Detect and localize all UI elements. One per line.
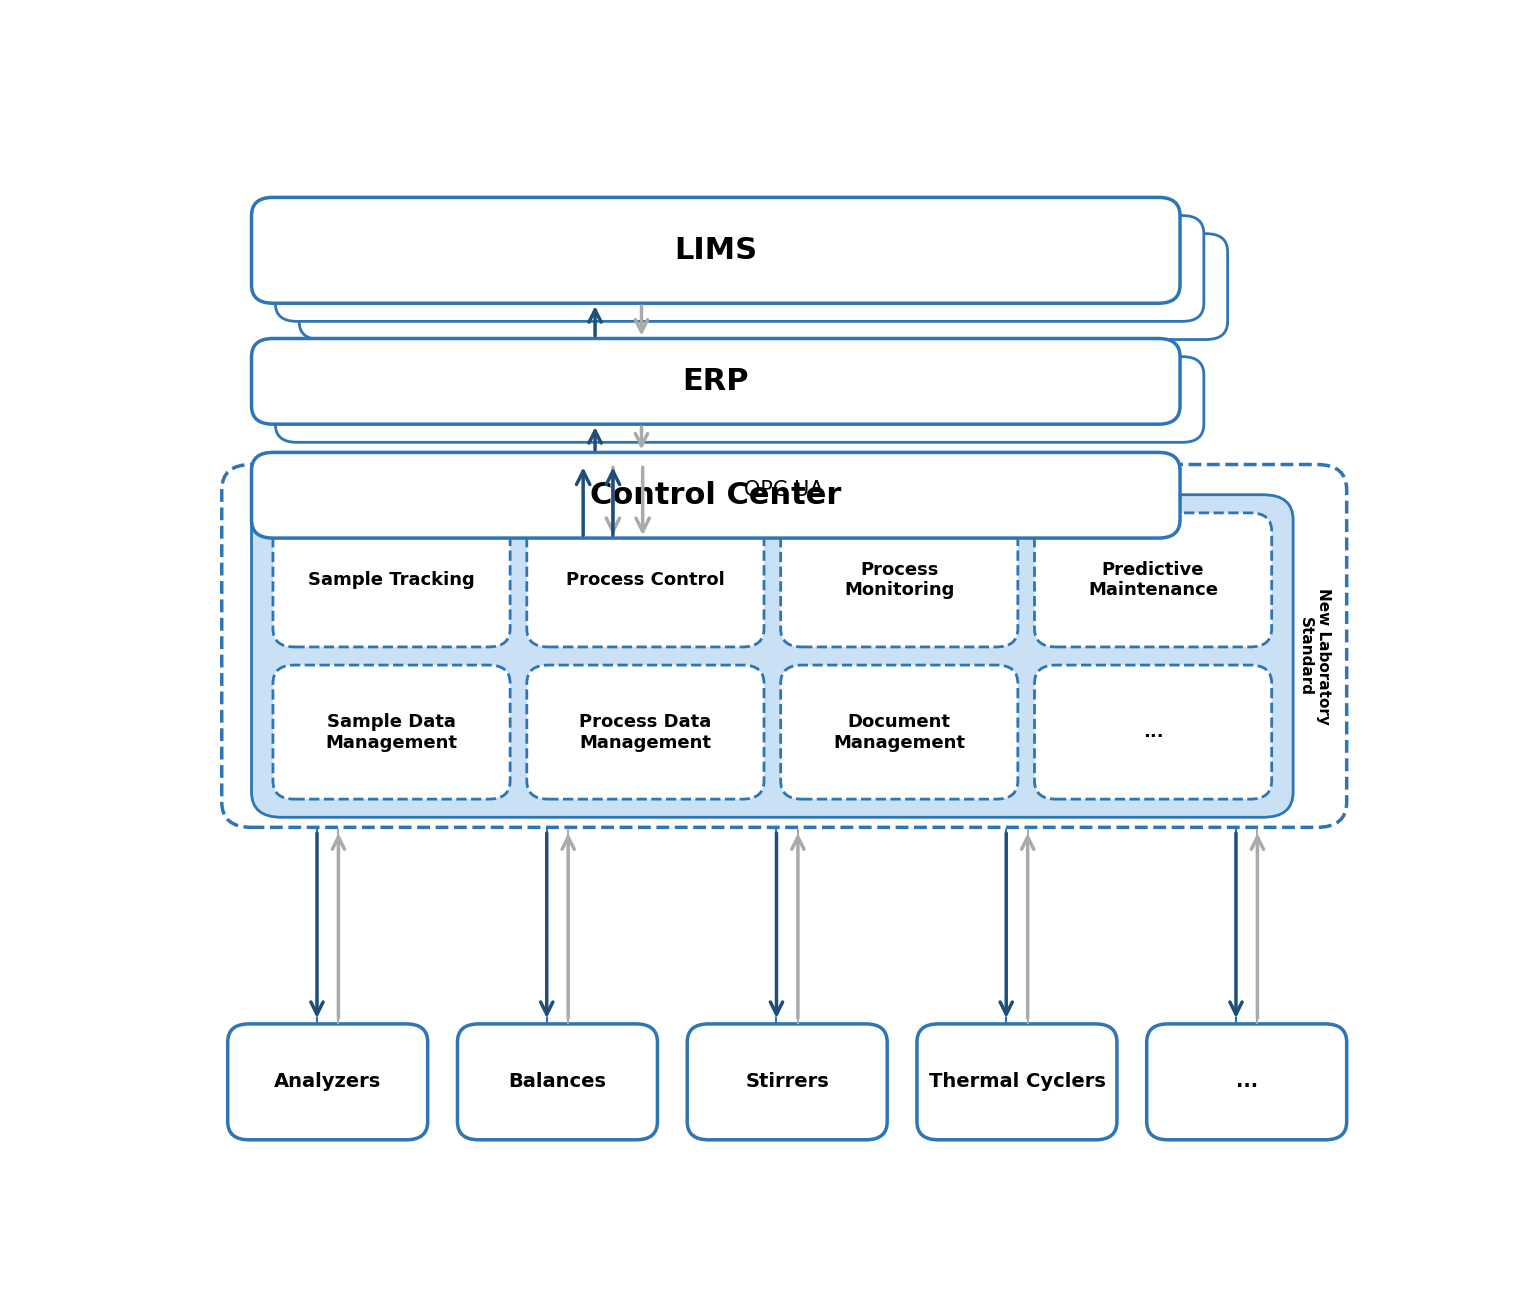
Text: New Laboratory
Standard: New Laboratory Standard (1298, 588, 1330, 724)
Text: Analyzers: Analyzers (273, 1072, 381, 1092)
FancyBboxPatch shape (275, 216, 1204, 322)
Text: Stirrers: Stirrers (745, 1072, 829, 1092)
Text: Sample Tracking: Sample Tracking (309, 571, 475, 589)
Text: ERP: ERP (682, 367, 750, 395)
FancyBboxPatch shape (273, 513, 510, 647)
FancyBboxPatch shape (1035, 665, 1272, 798)
FancyBboxPatch shape (252, 453, 1180, 538)
Text: Control Center: Control Center (590, 480, 842, 509)
Text: OPC UA: OPC UA (745, 479, 823, 500)
Text: Process Data
Management: Process Data Management (579, 712, 711, 751)
Text: ...: ... (1143, 723, 1163, 741)
FancyBboxPatch shape (527, 665, 763, 798)
Text: ...: ... (1235, 1072, 1258, 1092)
Text: Process Control: Process Control (567, 571, 725, 589)
FancyBboxPatch shape (252, 198, 1180, 304)
FancyBboxPatch shape (527, 513, 763, 647)
FancyBboxPatch shape (917, 1024, 1117, 1140)
FancyBboxPatch shape (221, 465, 1347, 827)
Text: Document
Management: Document Management (833, 712, 965, 751)
Text: Thermal Cyclers: Thermal Cyclers (928, 1072, 1106, 1092)
FancyBboxPatch shape (227, 1024, 427, 1140)
Text: Process
Monitoring: Process Monitoring (845, 560, 954, 600)
FancyBboxPatch shape (1147, 1024, 1347, 1140)
FancyBboxPatch shape (458, 1024, 657, 1140)
FancyBboxPatch shape (252, 495, 1293, 817)
Text: Predictive
Maintenance: Predictive Maintenance (1087, 560, 1218, 600)
Text: Sample Data
Management: Sample Data Management (326, 712, 458, 751)
FancyBboxPatch shape (687, 1024, 888, 1140)
FancyBboxPatch shape (1035, 513, 1272, 647)
FancyBboxPatch shape (275, 356, 1204, 442)
Text: LIMS: LIMS (674, 236, 757, 264)
FancyBboxPatch shape (780, 513, 1018, 647)
FancyBboxPatch shape (300, 234, 1227, 339)
FancyBboxPatch shape (273, 665, 510, 798)
FancyBboxPatch shape (252, 339, 1180, 424)
FancyBboxPatch shape (780, 665, 1018, 798)
Text: Balances: Balances (508, 1072, 607, 1092)
